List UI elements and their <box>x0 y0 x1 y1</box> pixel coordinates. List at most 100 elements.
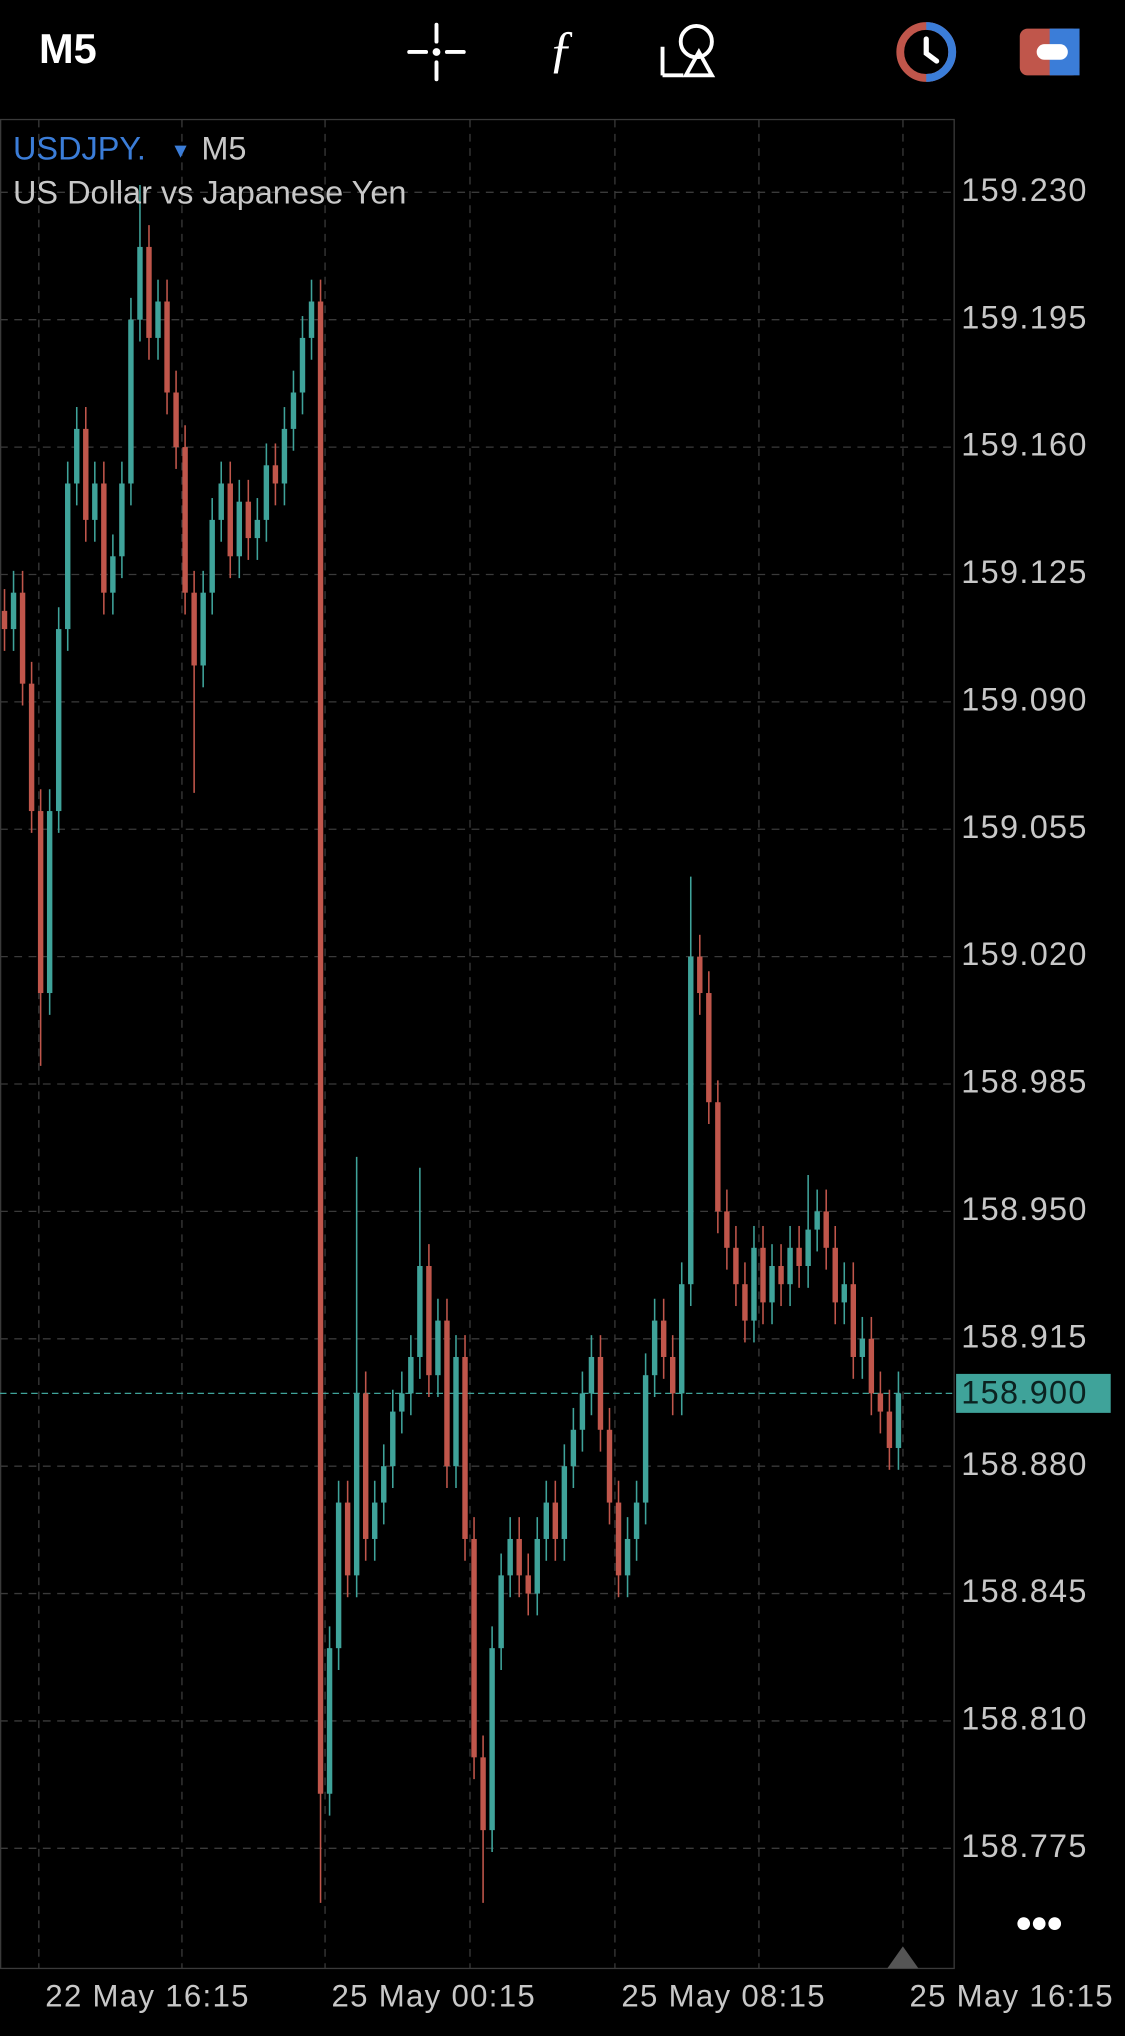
candle-body <box>570 1429 577 1467</box>
candle-body <box>751 1247 757 1321</box>
chart-timeframe: M5 <box>201 130 246 166</box>
candle-body <box>814 1211 820 1230</box>
candle-body <box>137 246 143 320</box>
candle-body <box>462 1356 468 1539</box>
y-tick-label: 159.020 <box>961 936 1087 972</box>
candle-body <box>435 1320 441 1376</box>
candle-body <box>733 1247 739 1285</box>
candle-body <box>182 447 188 593</box>
candle-body <box>606 1429 613 1503</box>
candle-body <box>46 811 53 994</box>
candle-body <box>146 246 152 338</box>
candle-body <box>895 1393 902 1448</box>
candle-body <box>272 465 279 484</box>
symbol-dropdown[interactable]: ▼ <box>170 140 191 163</box>
candle-body <box>353 1393 360 1576</box>
candle-body <box>155 301 161 338</box>
candle-body <box>507 1538 513 1576</box>
candle-body <box>335 1502 342 1649</box>
candle-body <box>534 1538 540 1594</box>
x-tick-label: 25 May 16:15 <box>909 1979 1113 2014</box>
candle-body <box>561 1466 568 1539</box>
candle-body <box>399 1393 405 1412</box>
trade-icon[interactable] <box>1019 28 1080 76</box>
more-button[interactable]: ••• <box>1016 1900 1062 1949</box>
y-tick-label: 158.810 <box>961 1701 1087 1737</box>
candle-body <box>236 501 242 557</box>
candle-body <box>642 1375 649 1503</box>
candle-body <box>660 1320 667 1357</box>
y-tick-label: 159.090 <box>961 681 1087 717</box>
candle-body <box>110 556 116 593</box>
candle-body <box>724 1211 730 1248</box>
candle-body <box>453 1356 459 1467</box>
indicators-icon[interactable]: ƒ <box>548 21 574 78</box>
candle-body <box>796 1247 802 1266</box>
y-tick-label: 158.915 <box>961 1318 1087 1354</box>
candle-body <box>868 1338 875 1394</box>
candle-body <box>669 1356 676 1394</box>
crosshair-icon[interactable] <box>407 22 466 82</box>
candle-body <box>877 1393 884 1412</box>
candle-body <box>498 1575 504 1649</box>
candle-body <box>471 1538 477 1758</box>
candle-body <box>344 1502 351 1576</box>
candle-body <box>19 592 26 684</box>
candle-body <box>787 1247 793 1285</box>
candle-body <box>101 483 107 593</box>
candle-body <box>245 501 252 539</box>
candle-body <box>769 1265 775 1303</box>
candle-body <box>760 1247 766 1303</box>
y-tick-label: 159.125 <box>961 554 1087 590</box>
candle-body <box>615 1502 622 1576</box>
candle-body <box>381 1466 387 1503</box>
candle-body <box>624 1538 631 1576</box>
candle-body <box>480 1757 486 1831</box>
candle-body <box>119 483 125 557</box>
candle-body <box>715 1102 721 1212</box>
y-tick-label: 159.160 <box>961 427 1087 463</box>
candle-body <box>28 683 35 812</box>
last-price-label: 158.900 <box>961 1374 1087 1410</box>
shift-marker[interactable] <box>887 1946 919 1969</box>
y-tick-label: 158.775 <box>961 1828 1087 1864</box>
candle-body <box>742 1284 748 1321</box>
candle-body <box>390 1411 396 1467</box>
x-tick-label: 25 May 08:15 <box>621 1979 825 2014</box>
candle-body <box>218 483 224 520</box>
history-icon[interactable] <box>896 22 957 82</box>
candle-body <box>128 319 134 484</box>
candle-body <box>299 337 306 393</box>
candle-body <box>886 1411 893 1448</box>
candle-body <box>543 1502 549 1539</box>
symbol[interactable]: USDJPY. <box>13 130 146 166</box>
y-tick-label: 158.985 <box>961 1064 1087 1100</box>
candle-body <box>597 1356 604 1430</box>
candle-body <box>588 1356 595 1394</box>
candle-body <box>55 629 62 812</box>
candle-body <box>74 428 80 484</box>
objects-icon[interactable] <box>660 24 716 78</box>
candle-body <box>633 1502 640 1539</box>
candle-body <box>489 1648 495 1831</box>
y-tick-label: 159.230 <box>961 172 1087 208</box>
plot-frame <box>0 118 955 1970</box>
candle-body <box>408 1356 414 1394</box>
candle-body <box>679 1284 685 1394</box>
candle-body <box>263 465 270 520</box>
candle-body <box>308 301 315 338</box>
y-tick-label: 158.845 <box>961 1573 1087 1609</box>
candle-body <box>579 1393 586 1430</box>
toolbar-timeframe[interactable]: M5 <box>39 25 97 72</box>
candle-body <box>173 392 179 448</box>
candle-body <box>832 1247 838 1303</box>
y-tick-label: 158.880 <box>961 1446 1087 1482</box>
candle-body <box>525 1575 531 1594</box>
x-tick-label: 25 May 00:15 <box>332 1979 536 2014</box>
candle-body <box>859 1338 866 1357</box>
candle-body <box>290 392 297 429</box>
candle-body <box>83 428 89 520</box>
candle-body <box>706 993 712 1103</box>
